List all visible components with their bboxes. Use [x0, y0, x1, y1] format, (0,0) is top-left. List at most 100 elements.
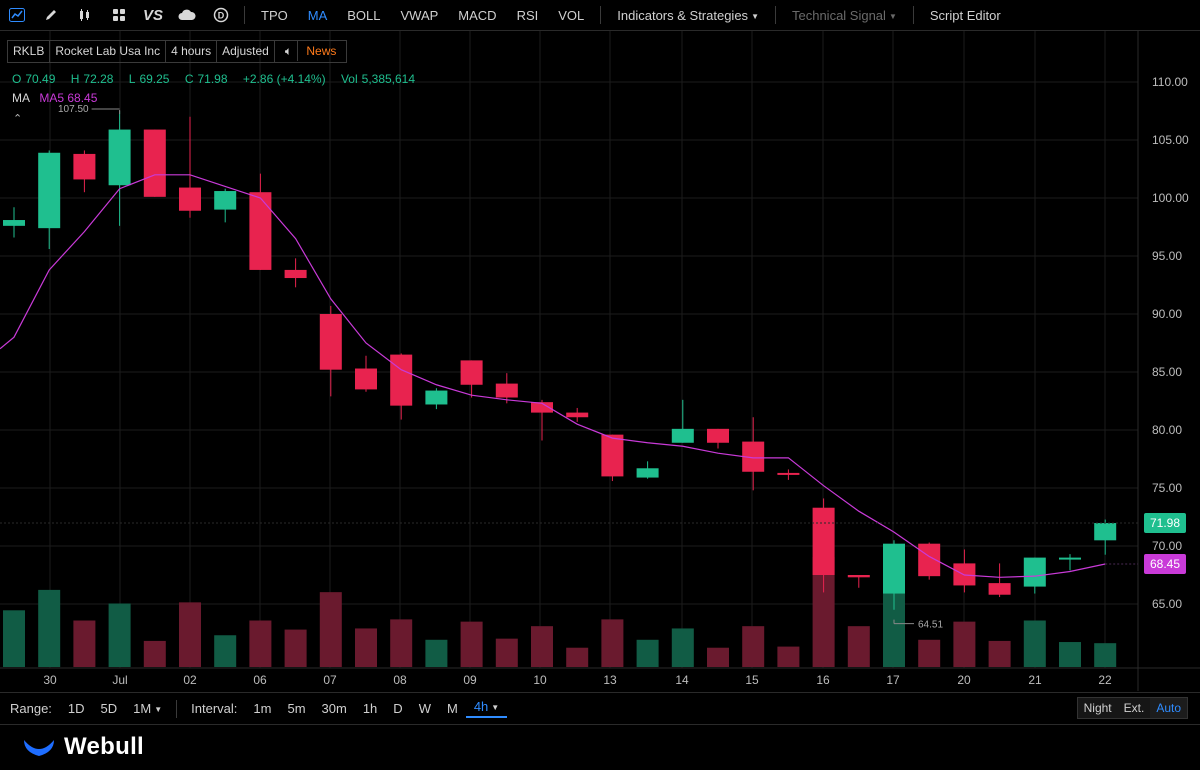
top-toolbar: VS D TPO MA BOLL VWAP MACD RSI VOL Indic…: [0, 0, 1200, 31]
chevron-down-icon: ▼: [751, 11, 759, 21]
indicators-strategies-dropdown[interactable]: Indicators & Strategies ▼: [607, 8, 769, 23]
footer: Webull: [0, 724, 1200, 770]
price-chart[interactable]: 107.50 64.51 110.00 105.00 100.00 95.00 90.00 8…: [0, 31, 1200, 691]
x-tick-label: 10: [533, 673, 547, 687]
toolbar-divider: [600, 6, 602, 24]
x-tick-label: 09: [463, 673, 477, 687]
interval-4h-label: 4h: [473, 699, 489, 714]
range-1d[interactable]: 1D: [67, 701, 85, 716]
range-5d[interactable]: 5D: [100, 701, 118, 716]
volume-bar: [495, 638, 518, 667]
news-button[interactable]: 🔈︎ News: [275, 41, 347, 62]
volume-bar: [636, 639, 659, 667]
interval-d[interactable]: D: [393, 701, 403, 716]
indicator-boll[interactable]: BOLL: [347, 7, 381, 23]
ma5-label: MA5: [39, 91, 65, 105]
interval-1h[interactable]: 1h: [362, 701, 378, 716]
ma5-line: [0, 174, 1106, 578]
indicators-strategies-label: Indicators & Strategies: [617, 7, 749, 23]
ma5-value: 68.45: [67, 91, 98, 105]
ma-legend[interactable]: MA MA5 68.45: [12, 91, 97, 105]
x-tick-label: 30: [43, 673, 57, 687]
volume-bar: [108, 603, 131, 667]
y-tick-label: 70.00: [1152, 539, 1182, 553]
high-value-label: 107.50: [58, 104, 89, 115]
volume-bar: [284, 629, 307, 667]
candle-body: [1059, 557, 1081, 560]
indicator-rsi[interactable]: RSI: [516, 7, 539, 23]
change-value: +2.86 (+4.14%): [242, 72, 326, 86]
candle-body: [249, 192, 272, 270]
range-1m-label: 1M: [133, 701, 152, 716]
volume-bar: [143, 640, 166, 667]
volume-label: Vol: [340, 72, 358, 86]
cloud-icon[interactable]: [170, 0, 204, 30]
chart-type-icon[interactable]: [0, 0, 34, 30]
session-ext[interactable]: Ext.: [1117, 698, 1151, 718]
candle-body: [319, 314, 342, 370]
candle-body: [73, 153, 96, 180]
volume-bar: [812, 557, 835, 667]
indicator-vol[interactable]: VOL: [558, 7, 585, 23]
volume-bar: [425, 639, 448, 667]
candle-body: [671, 428, 694, 443]
indicator-ma[interactable]: MA: [307, 7, 328, 23]
compare-vs-icon[interactable]: VS: [142, 6, 163, 24]
low-value-label: 64.51: [918, 620, 943, 631]
interval-4h-dropdown[interactable]: 4h ▼: [465, 699, 508, 718]
open-value: 70.49: [25, 72, 56, 86]
candle-body: [460, 360, 483, 385]
candle-body: [179, 187, 201, 211]
symbol-ticker: RKLB: [8, 41, 51, 62]
x-tick-label: 13: [603, 673, 617, 687]
volume-bar: [953, 621, 976, 667]
interval-5m[interactable]: 5m: [287, 701, 306, 716]
technical-signal-dropdown[interactable]: Technical Signal ▼: [782, 8, 907, 23]
interval-m[interactable]: M: [446, 701, 458, 716]
x-tick-label: 15: [745, 673, 759, 687]
interval-w[interactable]: W: [418, 701, 431, 716]
candle-body: [495, 383, 518, 398]
volume-bar: [179, 602, 201, 667]
x-tick-label: 20: [957, 673, 971, 687]
candlestick-icon[interactable]: [68, 0, 102, 30]
indicator-macd[interactable]: MACD: [458, 7, 497, 23]
grid-layout-icon[interactable]: [102, 0, 136, 30]
indicator-vwap[interactable]: VWAP: [400, 7, 439, 23]
low-label: L: [128, 72, 136, 86]
volume-bar: [777, 646, 800, 667]
session-night[interactable]: Night: [1077, 698, 1118, 718]
candle-body: [636, 468, 659, 478]
close-label: C: [184, 72, 194, 86]
x-tick-label: 21: [1028, 673, 1042, 687]
volume-bar: [847, 626, 870, 667]
brand-name: Webull: [64, 733, 145, 760]
x-tick-label: 07: [323, 673, 337, 687]
ohlc-readout: O 70.49 H 72.28 L 69.25 C 71.98 +2.86 (+4.14…: [12, 72, 427, 86]
x-tick-label: 22: [1098, 673, 1112, 687]
y-tick-label: 105.00: [1152, 133, 1189, 147]
session-toggle: Night Ext. Auto: [1076, 697, 1188, 719]
script-editor-button[interactable]: Script Editor: [929, 7, 1001, 23]
volume-bar: [390, 619, 413, 667]
ma-title: MA: [12, 91, 30, 105]
y-tick-label: 80.00: [1152, 423, 1182, 437]
range-1m-dropdown[interactable]: 1M ▼: [125, 701, 170, 716]
chart-area[interactable]: 107.50 64.51 110.00 105.00 100.00 95.00 90.00 8…: [0, 31, 1200, 691]
draw-pencil-icon[interactable]: [34, 0, 68, 30]
chevron-up-icon[interactable]: ⌃: [13, 113, 23, 125]
indicator-tpo[interactable]: TPO: [261, 7, 288, 23]
webull-logo-icon: [24, 740, 54, 756]
volume-bar: [1023, 620, 1046, 667]
candle-body: [108, 129, 131, 186]
interval-30m[interactable]: 30m: [321, 701, 347, 716]
interval-1m[interactable]: 1m: [253, 701, 272, 716]
news-label: News: [306, 44, 337, 58]
volume-bar: [601, 619, 624, 667]
dividend-icon[interactable]: D: [204, 0, 238, 30]
session-auto[interactable]: Auto: [1150, 698, 1187, 718]
news-speaker-icon: 🔈︎: [279, 41, 299, 61]
technical-signal-label: Technical Signal: [791, 7, 886, 23]
chevron-down-icon: ▼: [491, 703, 500, 713]
candle-body: [390, 354, 413, 406]
